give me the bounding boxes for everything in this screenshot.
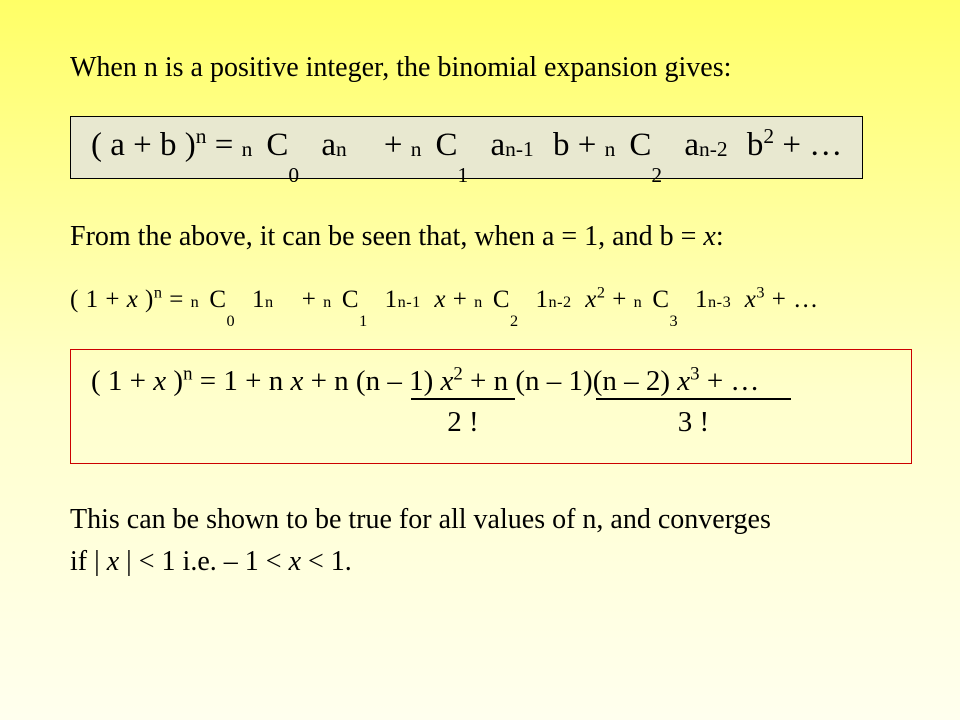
binomial-general-formula: ( a + b )n = nC0 an + nC1 an-1 b + nC2 a… (70, 116, 863, 179)
substituted-equation: ( 1 + x )n = nC0 1n + nC1 1n-1 x + nC2 1… (70, 286, 900, 314)
convergence-text: This can be shown to be true for all val… (70, 499, 900, 583)
series-expansion-formula: ( 1 + x )n = 1 + n x + n (n – 1) x2 + n … (70, 349, 912, 464)
intro-text: When n is a positive integer, the binomi… (70, 50, 900, 86)
denominator-2-factorial: 2 ! (411, 398, 515, 439)
substitution-text: From the above, it can be seen that, whe… (70, 219, 900, 255)
denominator-3-factorial: 3 ! (596, 398, 791, 439)
